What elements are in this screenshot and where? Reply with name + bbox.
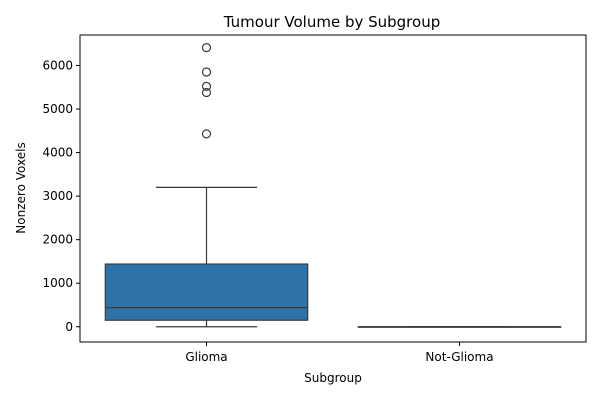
box-iqr [104,263,309,321]
x-tick-label: Not-Glioma [425,350,493,364]
outlier-point [201,81,212,91]
chart-title: Tumour Volume by Subgroup [223,13,440,31]
y-tick-label: 5000 [42,102,73,116]
y-tick-label: 0 [65,320,73,334]
plot-frame [79,34,587,343]
y-tick-label: 6000 [42,58,73,72]
y-axis-label: Nonzero Voxels [14,142,28,233]
outlier-point [201,43,212,53]
y-tick-label: 4000 [42,146,73,160]
y-tick-label: 2000 [42,233,73,247]
y-tick-label: 1000 [42,276,73,290]
outlier-point [201,67,212,77]
plot-area: 0 1000 2000 3000 4000 5000 6000 Glioma Not-Gliom… [42,43,562,364]
outlier-point [201,129,212,139]
y-tick-label: 3000 [42,189,73,203]
x-axis-label: Subgroup [304,371,362,385]
x-tick-label: Glioma [185,350,227,364]
outlier-point [201,87,212,98]
